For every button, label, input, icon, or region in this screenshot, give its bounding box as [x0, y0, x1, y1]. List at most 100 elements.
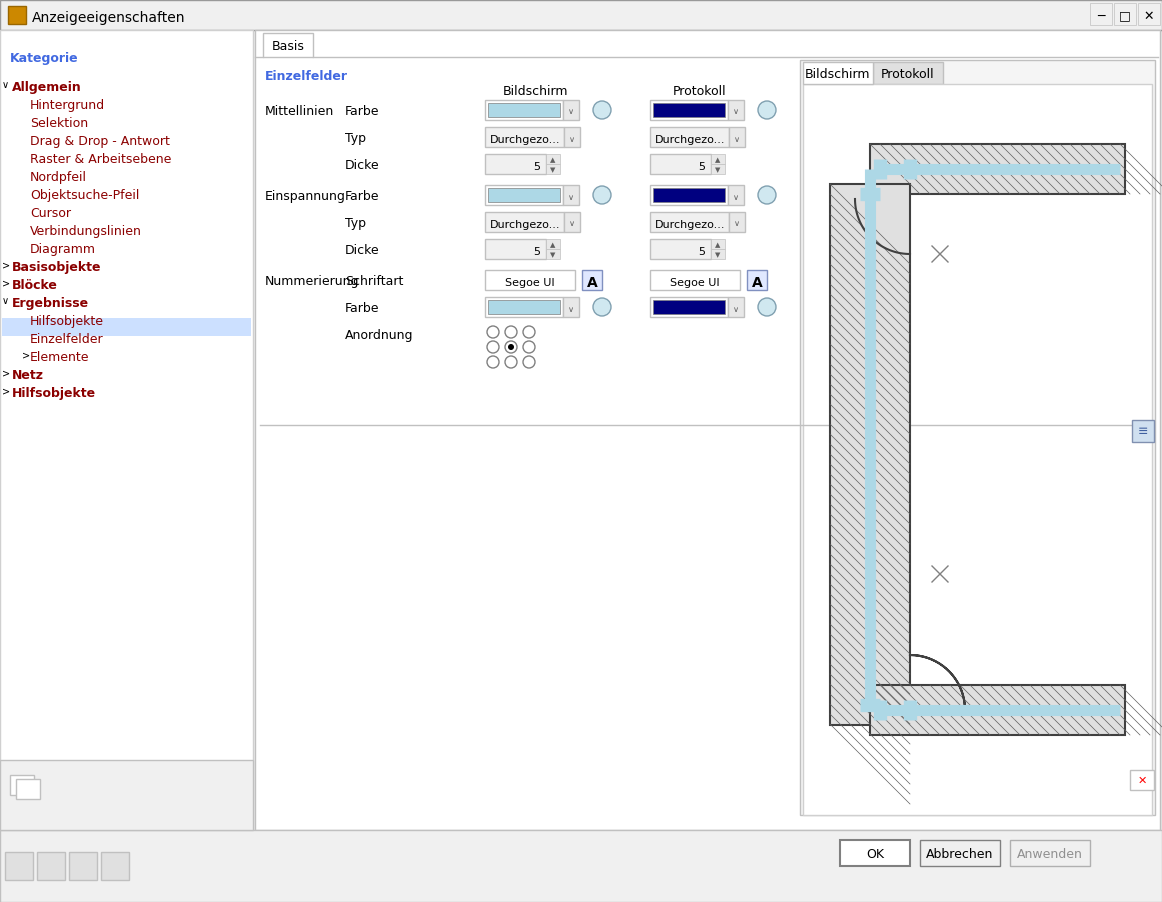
Text: Anordnung: Anordnung	[345, 329, 414, 342]
Bar	[653, 300, 725, 314]
Bar	[485, 100, 564, 120]
Text: Mittellinien: Mittellinien	[265, 105, 335, 118]
Text: Durchgezo...: Durchgezo...	[655, 220, 725, 230]
Text: ▲: ▲	[551, 157, 555, 163]
Bar	[711, 249, 725, 259]
Text: Hilfsobjekte: Hilfsobjekte	[30, 315, 105, 328]
Text: Raster & Arbeitsebene: Raster & Arbeitsebene	[30, 153, 171, 166]
Text: Diagramm: Diagramm	[30, 243, 96, 256]
Circle shape	[523, 356, 535, 368]
Bar	[101, 852, 129, 880]
Text: ▼: ▼	[551, 167, 555, 173]
Circle shape	[593, 298, 611, 316]
Text: 5: 5	[533, 247, 540, 257]
Bar	[840, 840, 910, 866]
Bar	[488, 103, 560, 117]
Text: ▲: ▲	[551, 242, 555, 248]
Bar	[1114, 3, 1136, 25]
Bar	[37, 852, 65, 880]
Text: □: □	[1119, 10, 1131, 23]
Circle shape	[487, 326, 498, 338]
Bar	[729, 185, 744, 205]
Bar	[803, 62, 873, 84]
Bar	[803, 84, 1152, 815]
Bar	[650, 100, 729, 120]
Text: ─: ─	[1097, 10, 1105, 23]
Bar	[0, 760, 253, 830]
Text: >: >	[2, 368, 10, 378]
Text: ∨: ∨	[734, 219, 740, 228]
Text: Protokoll: Protokoll	[673, 85, 726, 98]
Text: Allgemein: Allgemein	[12, 81, 81, 94]
Bar	[729, 100, 744, 120]
Bar	[873, 62, 944, 84]
Bar	[485, 212, 564, 232]
Text: Kategorie: Kategorie	[10, 52, 79, 65]
Bar	[870, 685, 1125, 735]
Text: Typ: Typ	[345, 217, 366, 230]
Text: Verbindungslinien: Verbindungslinien	[30, 225, 142, 238]
Circle shape	[505, 356, 517, 368]
Text: ∨: ∨	[733, 305, 739, 314]
Text: Protokoll: Protokoll	[881, 69, 934, 81]
Text: ∨: ∨	[568, 107, 574, 116]
Text: OK: OK	[866, 849, 884, 861]
Text: Basisobjekte: Basisobjekte	[12, 261, 101, 274]
Text: >: >	[2, 260, 10, 270]
Bar	[8, 6, 26, 24]
Text: >: >	[2, 278, 10, 288]
Circle shape	[505, 326, 517, 338]
Bar	[564, 212, 580, 232]
Bar	[564, 297, 579, 317]
Bar	[546, 154, 560, 164]
Text: Typ: Typ	[345, 132, 366, 145]
Bar	[263, 33, 313, 57]
Text: Einspannung: Einspannung	[265, 190, 346, 203]
Text: ∨: ∨	[734, 134, 740, 143]
Bar	[488, 188, 560, 202]
Text: A: A	[587, 276, 597, 290]
Text: Hintergrund: Hintergrund	[30, 99, 105, 112]
Circle shape	[487, 356, 498, 368]
Text: Cursor: Cursor	[30, 207, 71, 220]
Bar	[650, 154, 711, 174]
Text: Durchgezo...: Durchgezo...	[490, 220, 560, 230]
Text: Bildschirm: Bildschirm	[502, 85, 568, 98]
Bar	[729, 212, 745, 232]
Bar	[1090, 3, 1112, 25]
Bar	[729, 127, 745, 147]
Text: Dicke: Dicke	[345, 159, 380, 172]
Text: Bildschirm: Bildschirm	[805, 69, 870, 81]
Bar	[254, 30, 1160, 830]
Text: Segoe UI: Segoe UI	[505, 278, 554, 288]
Bar	[485, 154, 546, 174]
Text: Elemente: Elemente	[30, 351, 89, 364]
Text: A: A	[752, 276, 762, 290]
Bar	[650, 270, 740, 290]
Bar	[546, 164, 560, 174]
Bar	[653, 103, 725, 117]
Text: Farbe: Farbe	[345, 302, 380, 315]
Text: >: >	[2, 386, 10, 396]
Bar	[747, 270, 767, 290]
Bar	[711, 154, 725, 164]
Bar	[582, 270, 602, 290]
Circle shape	[593, 186, 611, 204]
Circle shape	[505, 341, 517, 353]
Bar	[650, 212, 729, 232]
Text: Farbe: Farbe	[345, 190, 380, 203]
Text: Nordpfeil: Nordpfeil	[30, 171, 87, 184]
Text: ▼: ▼	[716, 167, 720, 173]
Bar	[564, 185, 579, 205]
Text: ▲: ▲	[716, 157, 720, 163]
Bar	[2, 318, 251, 336]
Text: ▼: ▼	[716, 252, 720, 258]
Text: ∨: ∨	[569, 219, 575, 228]
Bar	[650, 127, 729, 147]
Bar	[485, 297, 564, 317]
Bar	[546, 249, 560, 259]
Circle shape	[523, 341, 535, 353]
Text: ∨: ∨	[568, 192, 574, 201]
Circle shape	[758, 101, 776, 119]
Bar	[0, 30, 253, 830]
